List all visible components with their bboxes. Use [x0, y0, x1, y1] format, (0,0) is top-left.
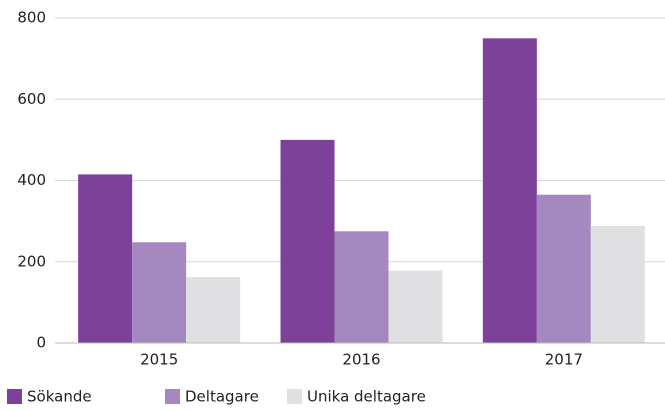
legend-swatch: [165, 389, 180, 404]
bar: [482, 38, 537, 343]
bar: [334, 231, 389, 343]
bar: [186, 277, 241, 343]
x-tick-label: 2016: [342, 351, 380, 369]
legend-swatch: [7, 389, 22, 404]
y-tick-label: 600: [17, 90, 46, 108]
x-tick-label: 2017: [545, 351, 583, 369]
legend-label: Sökande: [27, 388, 92, 406]
bar: [590, 226, 645, 343]
bar: [78, 174, 133, 343]
y-tick-label: 800: [17, 9, 46, 27]
legend-swatch: [287, 389, 302, 404]
x-tick-label: 2015: [140, 351, 178, 369]
y-tick-label: 200: [17, 252, 46, 270]
y-tick-label: 400: [17, 171, 46, 189]
y-tick-label: 0: [36, 334, 46, 352]
legend-label: Deltagare: [185, 388, 259, 406]
bar: [388, 270, 443, 343]
bar: [536, 194, 591, 343]
legend-label: Unika deltagare: [307, 388, 426, 406]
bar: [280, 139, 335, 343]
bar: [132, 242, 187, 343]
